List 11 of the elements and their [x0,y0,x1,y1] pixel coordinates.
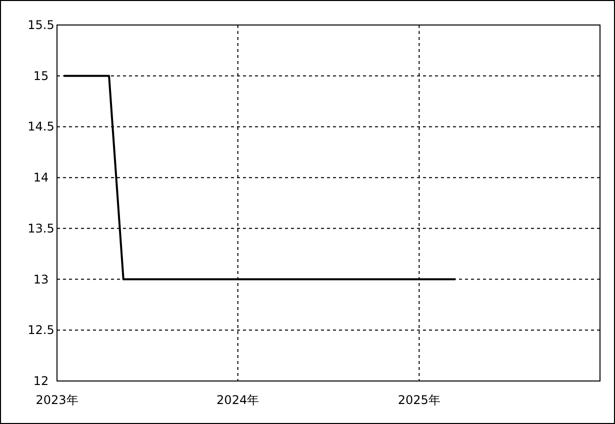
y-tick-label: 12 [33,374,49,388]
y-tick-label: 15 [33,68,49,83]
x-tick-label: 2025年 [398,393,440,407]
y-tick-label: 15.5 [28,18,54,32]
x-tick-label: 2024年 [216,393,260,407]
y-tick-label: 14 [33,170,49,185]
y-tick-label: 14.5 [28,120,54,134]
y-tick-label: 12.5 [28,323,54,338]
y-tick-label: 13.5 [28,221,54,236]
x-tick-label: 2023年 [36,393,78,407]
y-tick-label: 13 [33,272,49,286]
